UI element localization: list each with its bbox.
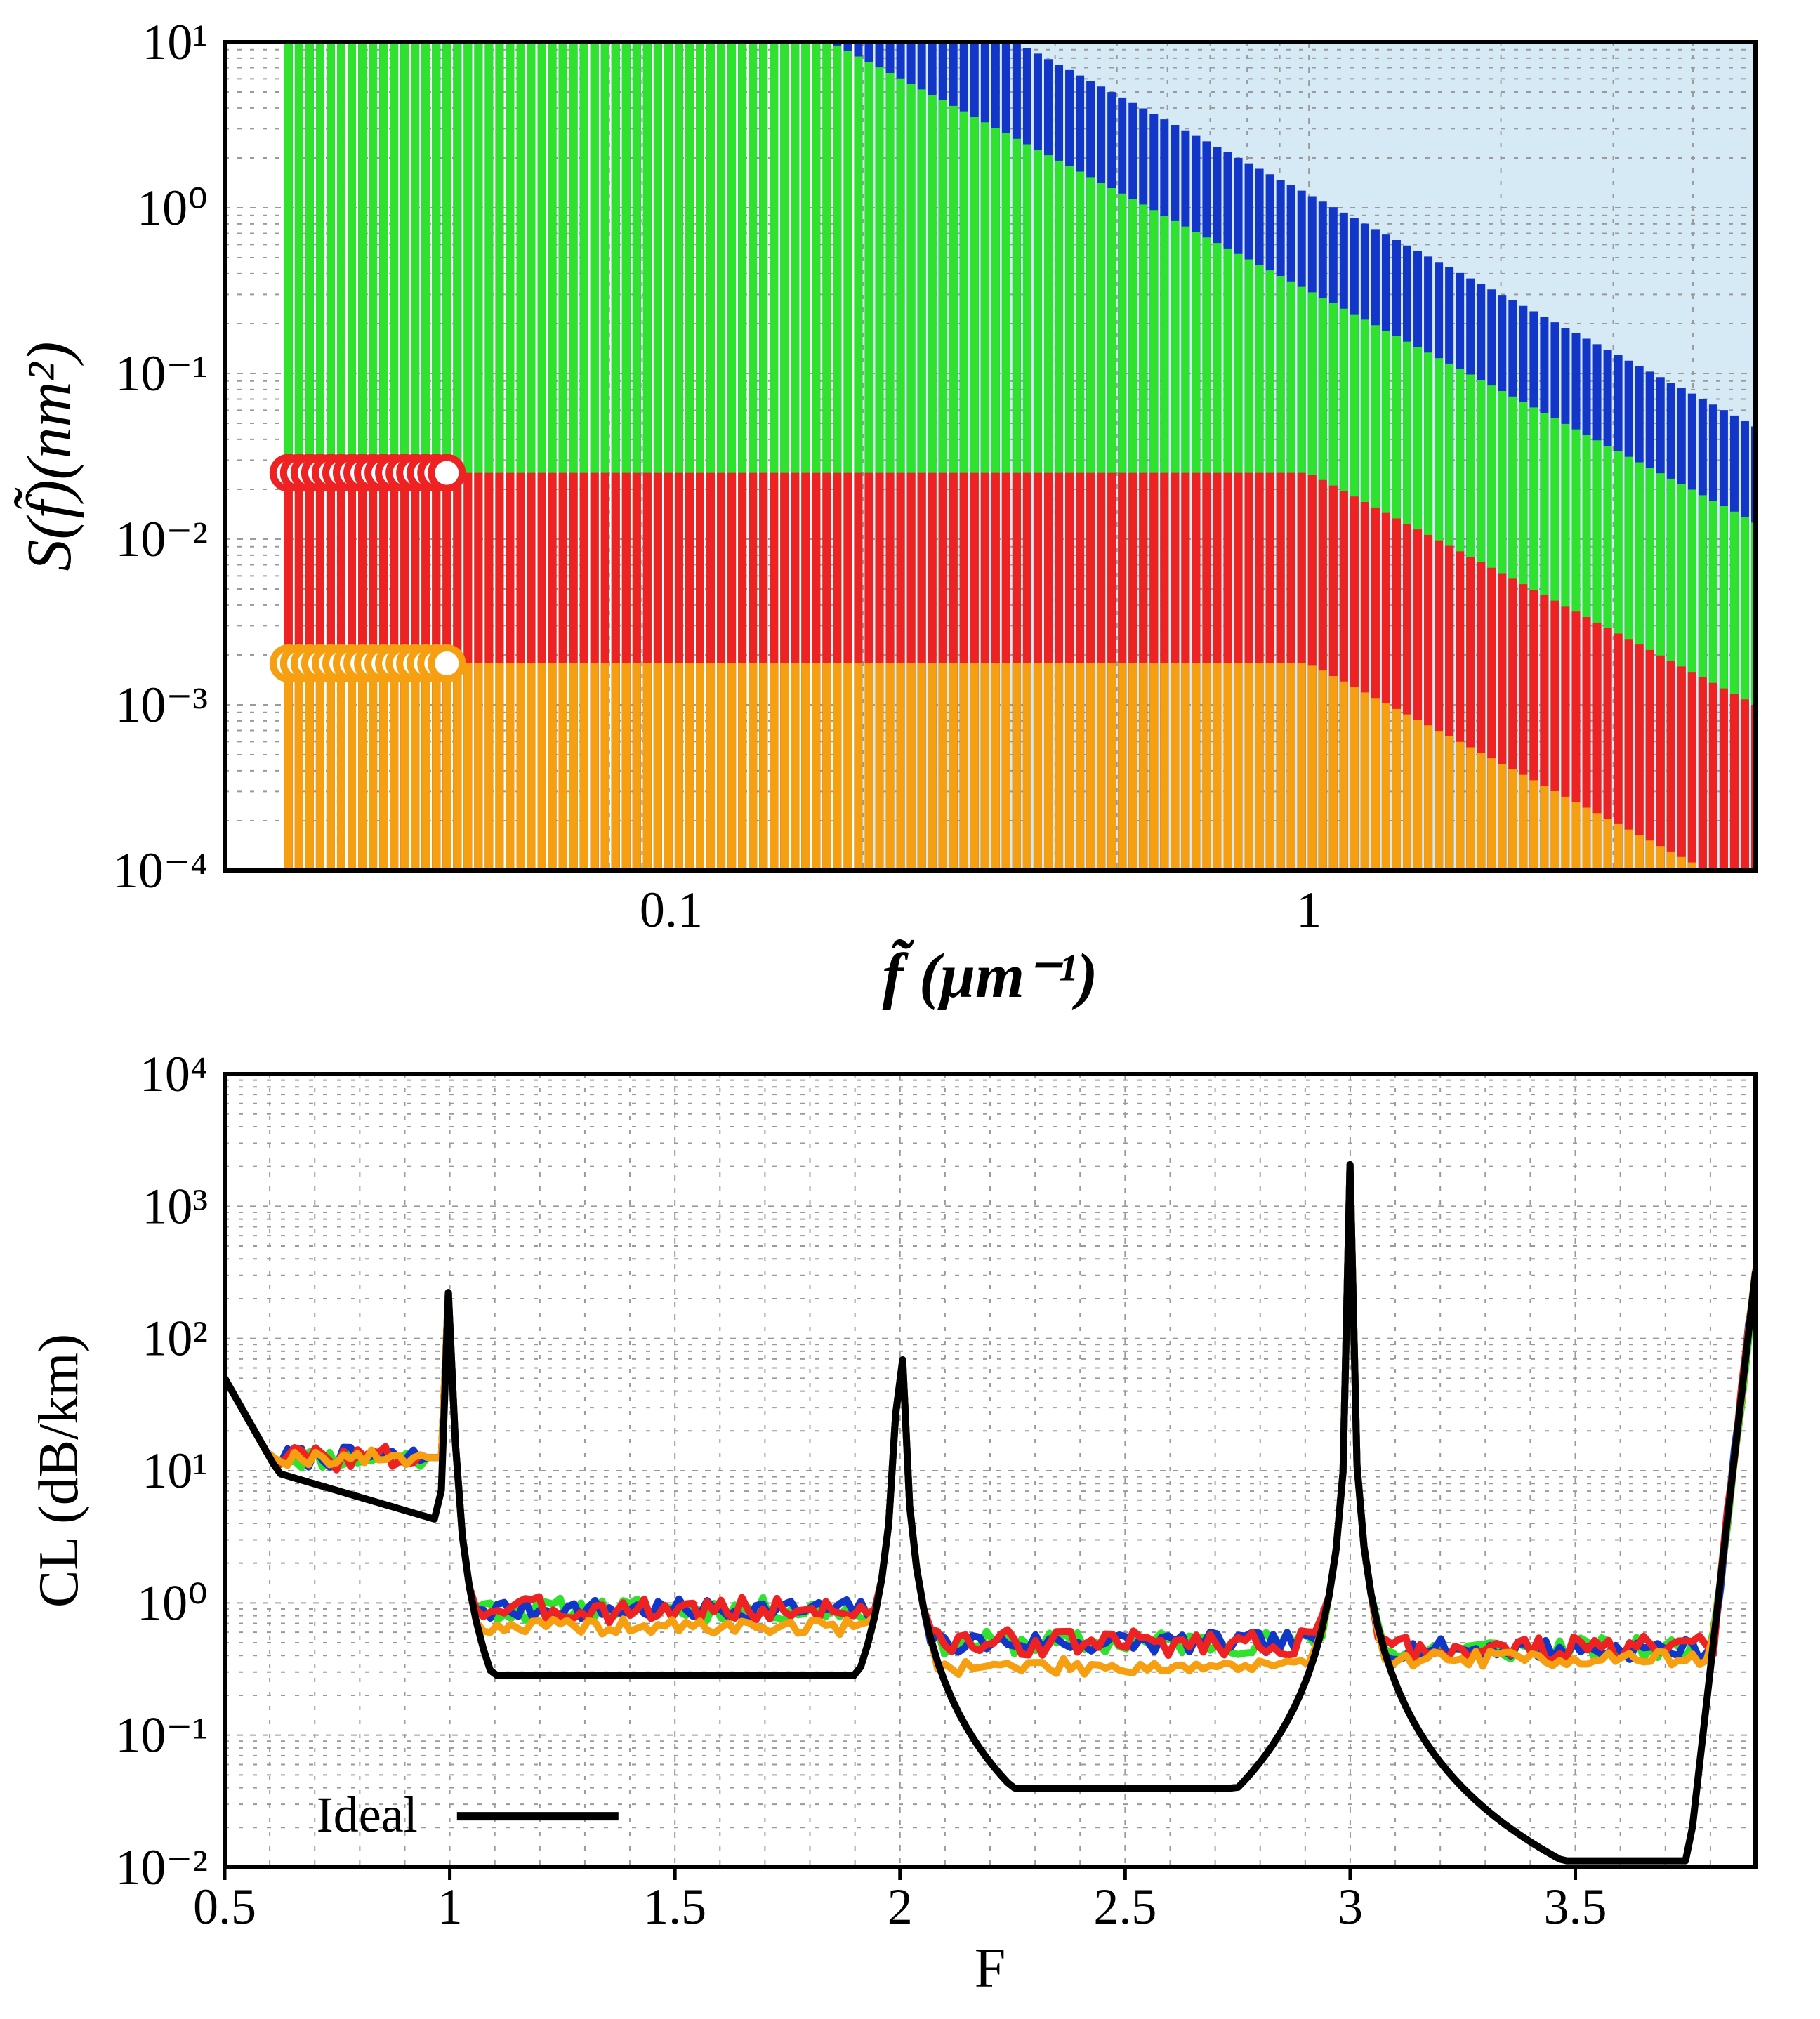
svg-text:1.5: 1.5 [643, 1879, 706, 1935]
svg-text:3: 3 [1338, 1879, 1363, 1935]
bot-ylabel: CL (dB/km) [28, 1334, 90, 1608]
svg-text:10³: 10³ [142, 1178, 208, 1234]
svg-text:10⁻¹: 10⁻¹ [115, 1707, 208, 1763]
legend-label: Ideal [317, 1787, 418, 1843]
svg-text:2.5: 2.5 [1093, 1879, 1156, 1935]
svg-text:10⁴: 10⁴ [140, 1046, 208, 1102]
svg-text:2: 2 [888, 1879, 913, 1935]
bottom-chart: 0.511.522.533.510⁴10³10²10¹10⁰10⁻¹10⁻²FC… [0, 0, 1820, 2019]
svg-text:10⁰: 10⁰ [137, 1575, 208, 1631]
svg-text:10²: 10² [142, 1311, 208, 1367]
bot-xlabel: F [975, 1938, 1006, 1999]
svg-text:3.5: 3.5 [1544, 1879, 1607, 1935]
svg-text:10⁻²: 10⁻² [115, 1839, 208, 1895]
svg-text:10¹: 10¹ [142, 1443, 208, 1499]
svg-text:1: 1 [437, 1879, 463, 1935]
